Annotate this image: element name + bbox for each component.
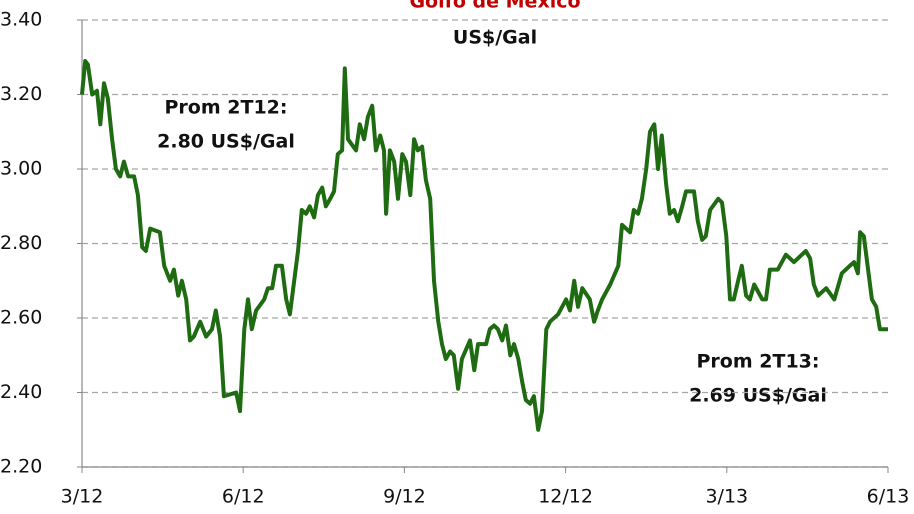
chart-subtitle: US$/Gal [453,27,537,49]
y-tick-label: 3.00 [0,158,42,180]
y-tick-label: 3.20 [0,83,42,105]
x-tick-label: 3/13 [705,486,748,508]
annotation: Prom 2T13: [697,351,820,373]
x-tick-label: 6/13 [867,486,910,508]
y-tick-label: 2.40 [0,381,42,403]
annotation: 2.69 US$/Gal [689,385,827,407]
chart-title: Golfo de México [409,0,580,13]
y-tick-label: 3.40 [0,9,42,31]
y-tick-label: 2.80 [0,232,42,254]
x-tick-label: 6/12 [222,486,265,508]
y-tick-label: 2.60 [0,307,42,329]
annotation: Prom 2T12: [165,97,288,119]
y-tick-label: 2.20 [0,456,42,478]
x-tick-label: 9/12 [383,486,426,508]
price-line [80,59,888,432]
annotation: 2.80 US$/Gal [157,131,295,153]
x-tick-label: 3/12 [61,486,104,508]
x-tick-label: 12/12 [538,486,593,508]
